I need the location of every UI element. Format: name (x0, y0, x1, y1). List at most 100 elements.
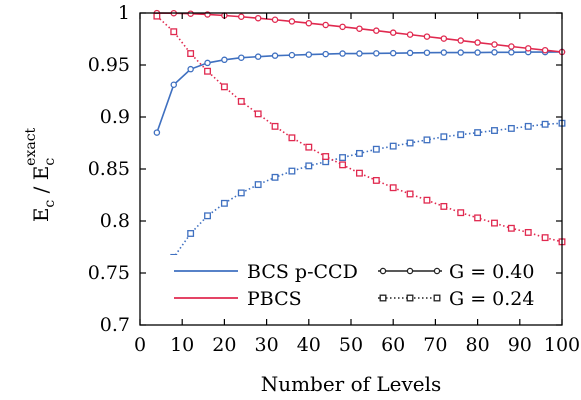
series-1 (153, 9, 566, 56)
data-point (187, 65, 194, 73)
legend-marker (406, 267, 414, 275)
x-tick-label: 0 (134, 334, 146, 356)
data-point (491, 219, 498, 227)
data-point (373, 27, 380, 34)
y-tick-label: 1 (118, 2, 130, 24)
ticks: 0 10 20 30 40 50 60 70 80 90 100 0.7 0.75 0.8 0.85 0.9 0… (88, 2, 580, 356)
data-point (305, 143, 313, 151)
data-point (187, 50, 195, 58)
series-line (156, 51, 563, 133)
data-point (491, 41, 498, 48)
data-point (288, 167, 296, 175)
data-point (305, 19, 313, 27)
data-point (288, 134, 296, 142)
data-point (356, 25, 363, 32)
series-line (156, 12, 563, 53)
data-point (237, 97, 245, 105)
series-0 (153, 48, 566, 136)
y-label-e: E (29, 208, 53, 223)
data-point (322, 21, 329, 29)
data-point (406, 31, 414, 38)
data-point (491, 127, 498, 134)
svg-text:Ec / Ecexact: Ec / Ecexact (23, 127, 58, 222)
data-point (372, 145, 380, 153)
x-axis-label: Number of Levels (261, 372, 442, 396)
data-point (406, 139, 414, 147)
legend-marker (433, 294, 441, 302)
data-point (440, 133, 448, 141)
data-point (508, 43, 515, 50)
data-point (423, 196, 431, 204)
y-axis-label: Ec / Ecexact (23, 127, 58, 222)
data-point (423, 49, 431, 56)
data-point (355, 149, 363, 157)
data-point (153, 129, 161, 136)
x-tick-label: 80 (466, 334, 490, 356)
data-point (440, 35, 448, 42)
data-point (153, 12, 161, 20)
data-point (322, 153, 330, 160)
data-point (322, 50, 329, 58)
data-point (372, 176, 380, 184)
data-point (187, 10, 194, 17)
data-point (220, 199, 228, 207)
data-point (237, 189, 245, 197)
data-point (339, 161, 347, 169)
data-point (271, 173, 279, 181)
y-tick-label: 0.95 (88, 54, 130, 76)
x-tick-label: 20 (212, 334, 236, 356)
data-point (170, 81, 178, 89)
data-point (474, 39, 481, 46)
legend-label: BCS p-CCD (247, 261, 358, 283)
legend-marker (406, 294, 414, 302)
legend-label: G = 0.24 (449, 288, 534, 310)
data-point (339, 50, 346, 57)
data-point (254, 181, 262, 189)
data-point (373, 50, 380, 57)
data-point (238, 13, 245, 20)
data-point (524, 122, 532, 130)
data-point (204, 59, 211, 67)
data-point (355, 169, 363, 177)
y-label-sep: / (29, 180, 53, 199)
x-tick-label: 60 (381, 334, 405, 356)
data-point (389, 184, 397, 192)
data-point (339, 154, 347, 162)
y-tick-label: 0.9 (100, 106, 130, 128)
data-point (541, 234, 549, 242)
data-point (406, 49, 414, 57)
data-point (457, 131, 465, 139)
data-point (288, 18, 296, 25)
data-point (339, 23, 346, 31)
legend-marker (433, 267, 441, 275)
x-tick-label: 40 (297, 334, 321, 356)
data-point (271, 52, 279, 59)
data-point (238, 54, 245, 61)
data-point (170, 28, 178, 36)
data-point (254, 110, 262, 118)
y-label-e2: E (29, 166, 53, 181)
legend-marker (379, 294, 387, 302)
data-point (474, 129, 482, 137)
data-point (221, 56, 228, 64)
data-point (457, 37, 464, 44)
y-tick-label: 0.85 (88, 158, 130, 180)
data-point (220, 83, 228, 91)
data-point (254, 53, 262, 60)
legend-marker (379, 267, 387, 275)
data-point (507, 124, 515, 132)
data-point (204, 67, 211, 75)
data-point (440, 202, 448, 210)
data-point (305, 162, 313, 170)
data-point (423, 136, 431, 144)
legend: BCS p-CCD PBCS G = 0.40 G = 0.24 (146, 255, 556, 317)
data-point (271, 122, 279, 130)
data-point (524, 45, 532, 52)
data-point (524, 228, 532, 236)
data-point (389, 49, 397, 57)
data-point (271, 16, 279, 24)
data-point (474, 49, 481, 56)
x-tick-label: 50 (339, 334, 363, 356)
data-point (491, 49, 498, 56)
